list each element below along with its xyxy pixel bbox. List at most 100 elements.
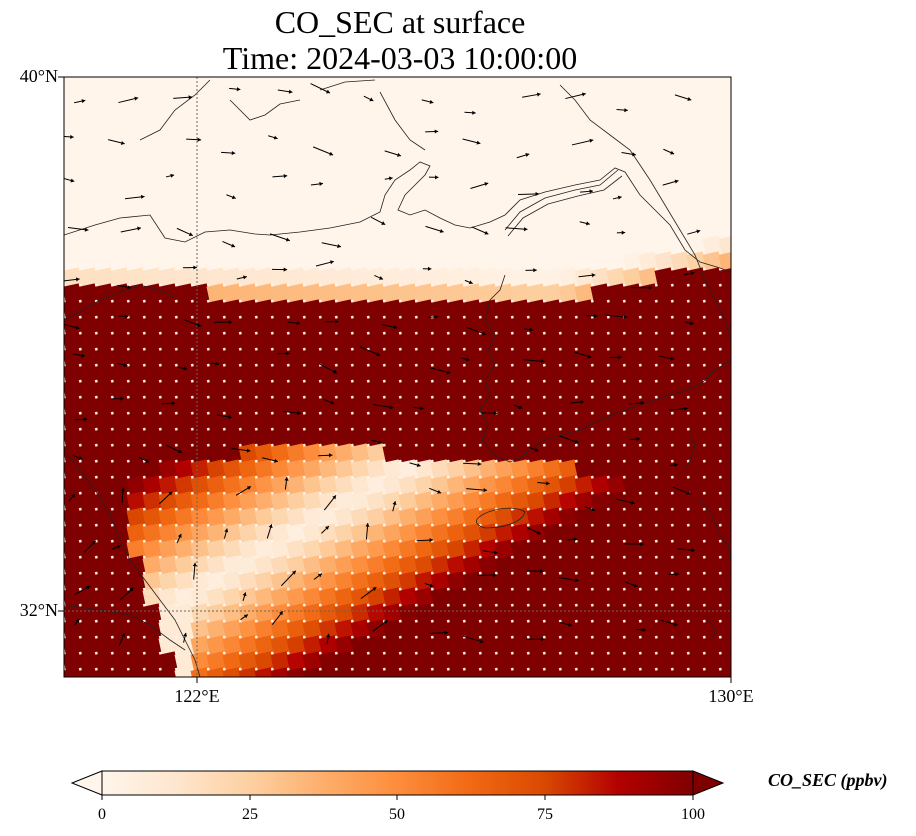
field-cell xyxy=(702,619,723,639)
field-cell xyxy=(366,427,387,447)
field-cell xyxy=(462,187,483,207)
field-cell xyxy=(238,315,259,335)
field-cell xyxy=(350,315,371,335)
field-cell xyxy=(414,667,435,677)
field-cell xyxy=(270,91,291,111)
field-cell xyxy=(414,187,435,207)
field-cell xyxy=(270,203,291,223)
field-cell xyxy=(238,427,259,447)
field-cell xyxy=(222,619,243,639)
field-cell xyxy=(110,379,131,399)
field-cell xyxy=(654,651,675,671)
field-cell xyxy=(206,171,227,191)
field-cell xyxy=(446,523,467,543)
field-cell xyxy=(622,219,643,239)
field-cell xyxy=(64,363,83,383)
field-cell xyxy=(174,491,195,511)
field-cell xyxy=(622,123,643,143)
field-cell xyxy=(414,459,435,479)
field-cell xyxy=(686,619,707,639)
field-cell xyxy=(270,363,291,383)
field-cell xyxy=(254,363,275,383)
wind-arrow xyxy=(574,351,592,359)
field-cell xyxy=(318,187,339,207)
field-cell xyxy=(494,555,515,575)
field-cell xyxy=(398,219,419,239)
field-cell xyxy=(174,347,195,367)
field-cell xyxy=(670,667,691,677)
field-cell xyxy=(558,251,579,271)
field-cell xyxy=(446,379,467,399)
field-cell xyxy=(702,235,723,255)
field-cell xyxy=(206,187,227,207)
field-cell xyxy=(126,251,147,271)
field-cell xyxy=(606,219,627,239)
field-cell xyxy=(430,619,451,639)
field-cell xyxy=(638,587,659,607)
field-cell xyxy=(126,171,147,191)
field-cell xyxy=(478,427,499,447)
field-cell xyxy=(318,619,339,639)
field-cell xyxy=(78,203,99,223)
field-cell xyxy=(670,77,691,95)
field-cell xyxy=(174,77,195,95)
field-cell xyxy=(382,587,403,607)
field-cell xyxy=(510,411,531,431)
field-cell xyxy=(142,123,163,143)
field-cell xyxy=(350,299,371,319)
field-cell xyxy=(190,363,211,383)
field-cell xyxy=(110,251,131,271)
wind-arrow xyxy=(277,89,293,94)
field-cell xyxy=(606,539,627,559)
field-cell xyxy=(638,571,659,591)
field-cell xyxy=(398,667,419,677)
field-cell xyxy=(430,219,451,239)
field-cell xyxy=(510,475,531,495)
field-cell xyxy=(254,235,275,255)
wind-arrow xyxy=(616,230,626,235)
field-cell xyxy=(238,379,259,399)
field-cell xyxy=(302,651,323,671)
field-cell xyxy=(622,235,643,255)
field-cell xyxy=(222,299,243,319)
field-cell xyxy=(158,331,179,351)
field-cell xyxy=(430,491,451,511)
field-cell xyxy=(350,251,371,271)
field-cell xyxy=(270,555,291,575)
field-cell xyxy=(126,139,147,159)
field-cell xyxy=(478,571,499,591)
field-cell xyxy=(270,107,291,127)
field-cell xyxy=(574,571,595,591)
field-cell xyxy=(222,395,243,415)
field-cell xyxy=(254,619,275,639)
field-cell xyxy=(702,219,723,239)
field-cell xyxy=(446,283,467,303)
field-cell xyxy=(158,315,179,335)
field-cell xyxy=(398,539,419,559)
field-cell xyxy=(318,459,339,479)
field-cell xyxy=(318,331,339,351)
wind-arrow xyxy=(74,99,86,104)
wind-arrow xyxy=(523,359,545,364)
field-cell xyxy=(510,459,531,479)
field-cell xyxy=(110,139,131,159)
field-cell xyxy=(574,123,595,143)
field-cell xyxy=(654,379,675,399)
field-cell xyxy=(334,427,355,447)
field-cell xyxy=(254,139,275,159)
wind-arrow xyxy=(74,618,80,626)
field-cell xyxy=(302,187,323,207)
field-cell xyxy=(174,267,195,287)
field-cell xyxy=(334,539,355,559)
field-cell xyxy=(350,123,371,143)
field-cell xyxy=(654,171,675,191)
field-cell xyxy=(622,107,643,127)
field-cell xyxy=(558,203,579,223)
field-cell xyxy=(718,507,731,527)
field-cell xyxy=(318,539,339,559)
wind-arrow xyxy=(382,324,398,330)
field-cell xyxy=(64,427,83,447)
field-cell xyxy=(350,427,371,447)
field-cell xyxy=(702,379,723,399)
field-cell xyxy=(526,411,547,431)
